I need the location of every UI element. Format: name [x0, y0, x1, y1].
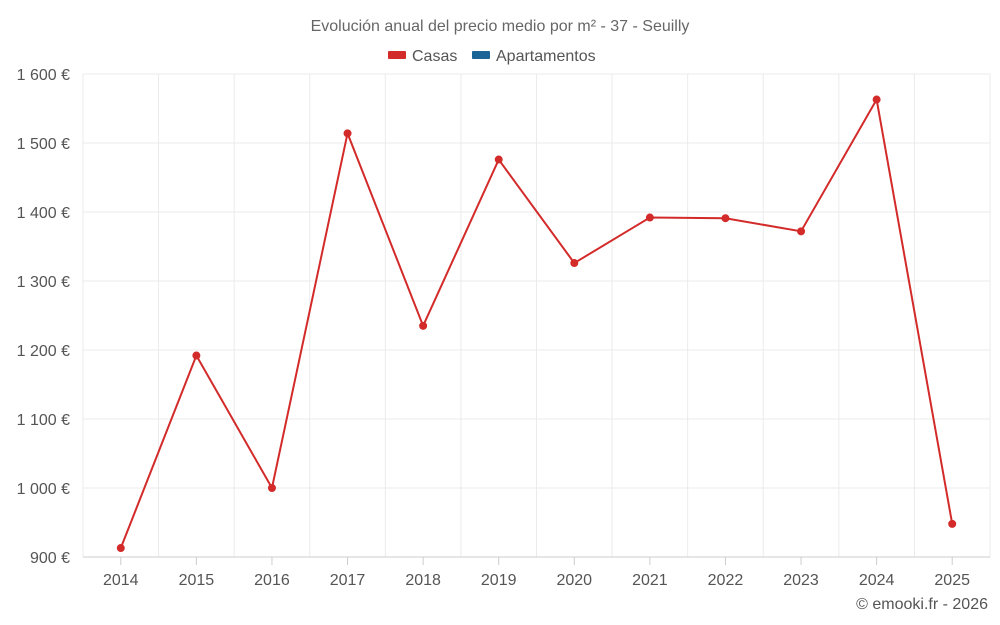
- data-point[interactable]: [116, 544, 125, 553]
- y-tick-label: 1 000 €: [17, 481, 70, 498]
- legend-item-casas[interactable]: Casas: [388, 48, 457, 65]
- x-tick-label: 2016: [254, 572, 290, 589]
- x-axis: 2014 2015 2016 2017 2018 2019 2020 2021 2022 2023…: [83, 556, 990, 589]
- y-tick-label: 1 500 €: [17, 136, 70, 153]
- x-tick-label: 2017: [330, 572, 366, 589]
- data-point[interactable]: [948, 519, 957, 528]
- x-tick-label: 2020: [556, 572, 592, 589]
- legend-item-apartamentos[interactable]: Apartamentos: [472, 48, 596, 65]
- legend-swatch: [388, 51, 406, 59]
- y-tick-label: 1 300 €: [17, 274, 70, 291]
- credit-text: © emooki.fr - 2026: [856, 596, 988, 613]
- x-tick-label: 2024: [859, 572, 895, 589]
- data-point[interactable]: [192, 351, 201, 360]
- x-tick-label: 2023: [783, 572, 819, 589]
- data-point[interactable]: [267, 484, 276, 492]
- data-point[interactable]: [343, 129, 352, 138]
- grid: [82, 73, 991, 557]
- y-tick-label: 1 400 €: [17, 205, 70, 222]
- x-tick-label: 2018: [405, 572, 441, 589]
- data-point[interactable]: [721, 214, 730, 223]
- data-point[interactable]: [570, 259, 579, 268]
- x-tick-label: 2019: [481, 572, 517, 589]
- x-tick-label: 2021: [632, 572, 668, 589]
- x-tick-label: 2025: [934, 572, 970, 589]
- x-tick-label: 2022: [708, 572, 744, 589]
- x-tick-label: 2015: [179, 572, 215, 589]
- legend: Casas Apartamentos: [388, 48, 596, 65]
- y-tick-label: 1 100 €: [17, 412, 70, 429]
- legend-label: Casas: [412, 48, 457, 65]
- data-point[interactable]: [645, 213, 654, 222]
- series-group: [116, 95, 957, 553]
- y-tick-label: 1 600 €: [17, 67, 70, 84]
- data-point[interactable]: [872, 95, 881, 104]
- data-point[interactable]: [419, 321, 428, 330]
- y-tick-label: 900 €: [30, 550, 70, 567]
- data-point[interactable]: [797, 227, 806, 236]
- legend-label: Apartamentos: [496, 48, 596, 65]
- y-axis: 900 € 1 000 € 1 100 € 1 200 € 1 300 € 1 400 €…: [17, 67, 70, 567]
- legend-swatch: [472, 51, 490, 59]
- y-tick-label: 1 200 €: [17, 343, 70, 360]
- chart-title: Evolución anual del precio medio por m² …: [311, 18, 690, 35]
- data-point[interactable]: [494, 155, 503, 164]
- x-tick-label: 2014: [103, 572, 139, 589]
- series-line-casas: [119, 96, 954, 549]
